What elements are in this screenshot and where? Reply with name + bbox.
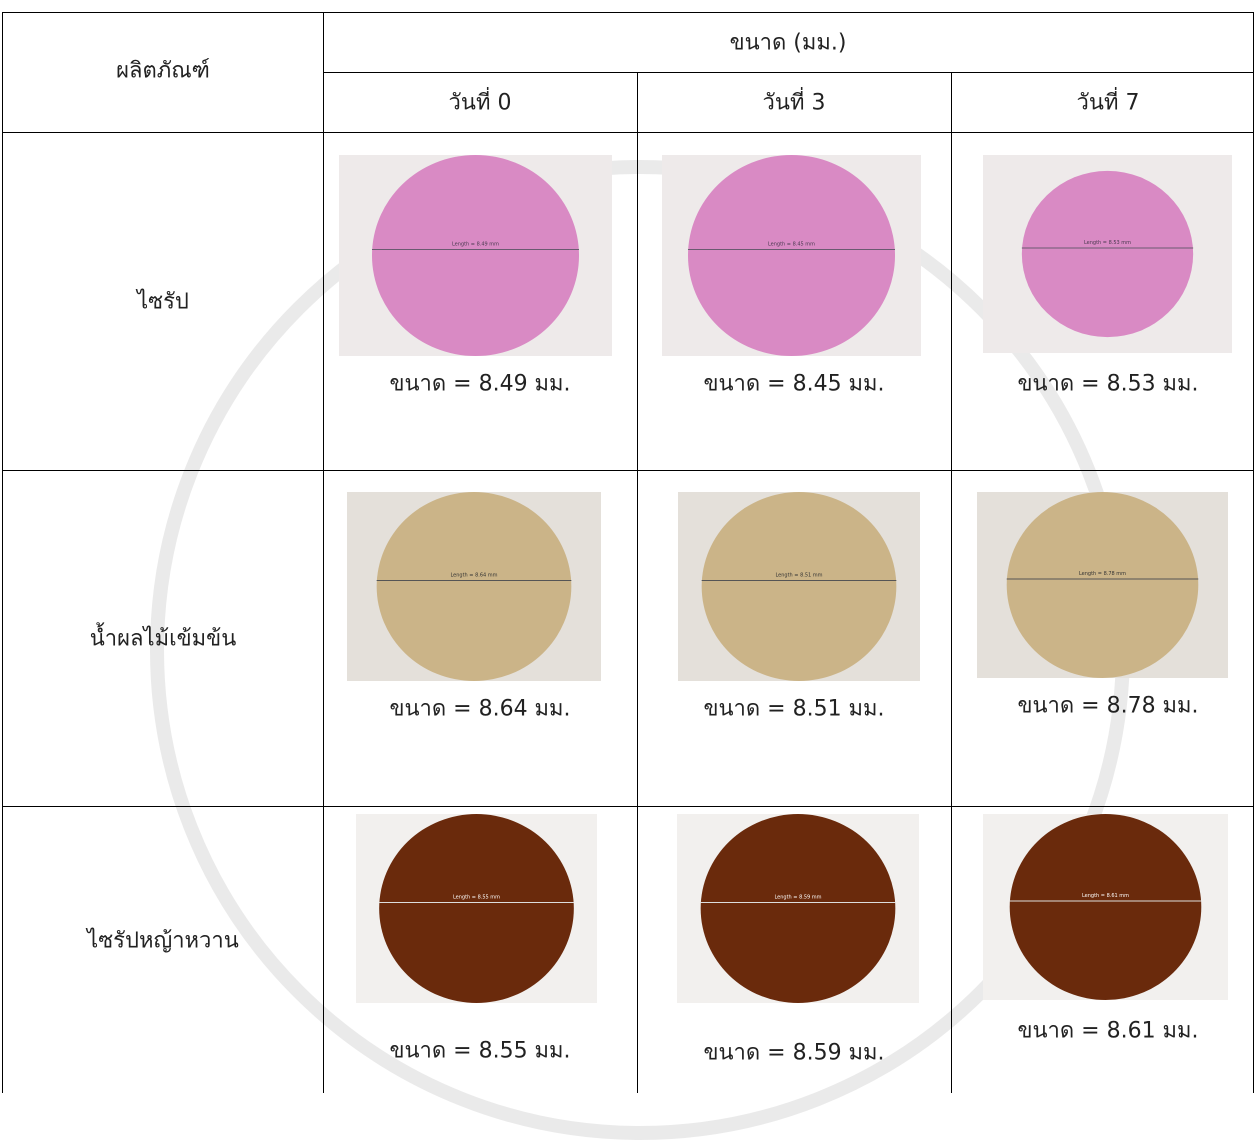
border	[2, 470, 1254, 471]
sample-disc	[687, 155, 896, 356]
sample-disc	[700, 814, 896, 1003]
photo-image: Length = 8.55 mm	[379, 814, 574, 1003]
caption: ขนาด = 8.64 มม.	[389, 696, 571, 722]
sample-disc	[1009, 814, 1202, 1000]
border	[2, 132, 1254, 133]
border	[323, 72, 1254, 73]
photo: Length = 8.45 mm	[662, 155, 921, 356]
photo-image: Length = 8.51 mm	[701, 492, 897, 681]
photo-label: Length = 8.53 mm	[1084, 240, 1131, 246]
photo-label: Length = 8.59 mm	[774, 895, 821, 901]
photo-image: Length = 8.78 mm	[1006, 492, 1199, 678]
header-day: วันที่ 0	[448, 90, 512, 116]
photo-image: Length = 8.45 mm	[687, 155, 896, 356]
sample-disc	[701, 492, 897, 681]
row-product: น้ำผลไม้เข้มข้น	[89, 626, 237, 652]
photo-image: Length = 8.49 mm	[371, 155, 580, 356]
photo-label: Length = 8.45 mm	[768, 242, 815, 248]
header-size: ขนาด (มม.)	[729, 30, 847, 56]
photo-image: Length = 8.59 mm	[700, 814, 896, 1003]
sample-disc	[371, 155, 580, 356]
photo: Length = 8.51 mm	[678, 492, 920, 681]
photo: Length = 8.55 mm	[356, 814, 597, 1003]
row-product: ไซรัปหญ้าหวาน	[87, 928, 239, 954]
caption: ขนาด = 8.53 มม.	[1017, 371, 1199, 397]
header-product: ผลิตภัณฑ์	[116, 58, 210, 84]
photo-label: Length = 8.49 mm	[452, 242, 499, 248]
photo: Length = 8.53 mm	[983, 155, 1232, 353]
photo-label: Length = 8.55 mm	[453, 895, 500, 901]
photo: Length = 8.78 mm	[977, 492, 1228, 678]
border	[2, 12, 1254, 13]
caption: ขนาด = 8.55 มม.	[389, 1038, 571, 1064]
photo-label: Length = 8.64 mm	[450, 573, 497, 579]
header-day: วันที่ 3	[762, 90, 826, 116]
border	[323, 12, 324, 1093]
caption: ขนาด = 8.61 มม.	[1017, 1018, 1199, 1044]
photo-image: Length = 8.53 mm	[1021, 170, 1194, 338]
row-product: ไซรัป	[137, 289, 189, 315]
caption: ขนาด = 8.59 มม.	[703, 1040, 885, 1066]
caption: ขนาด = 8.45 มม.	[703, 371, 885, 397]
photo: Length = 8.59 mm	[677, 814, 919, 1003]
photo-label: Length = 8.51 mm	[775, 573, 822, 579]
border	[2, 12, 3, 1093]
border	[2, 806, 1254, 807]
sample-disc	[1006, 492, 1199, 678]
header-day: วันที่ 7	[1076, 90, 1140, 116]
border	[637, 72, 638, 1093]
photo: Length = 8.61 mm	[983, 814, 1228, 1000]
photo: Length = 8.64 mm	[347, 492, 601, 681]
photo: Length = 8.49 mm	[339, 155, 612, 356]
page: ผลิตภัณฑ์ ขนาด (มม.) (() => { const data…	[2, 12, 1254, 1140]
photo-image: Length = 8.64 mm	[376, 492, 572, 681]
photo-label: Length = 8.78 mm	[1079, 571, 1126, 577]
sample-disc	[379, 814, 574, 1003]
sample-disc	[376, 492, 572, 681]
caption: ขนาด = 8.51 มม.	[703, 696, 885, 722]
sample-disc	[1021, 170, 1194, 338]
photo-label: Length = 8.61 mm	[1082, 893, 1129, 899]
caption: ขนาด = 8.49 มม.	[389, 371, 571, 397]
border	[1253, 12, 1254, 1093]
photo-image: Length = 8.61 mm	[1009, 814, 1202, 1000]
border	[951, 72, 952, 1093]
caption: ขนาด = 8.78 มม.	[1017, 693, 1199, 719]
